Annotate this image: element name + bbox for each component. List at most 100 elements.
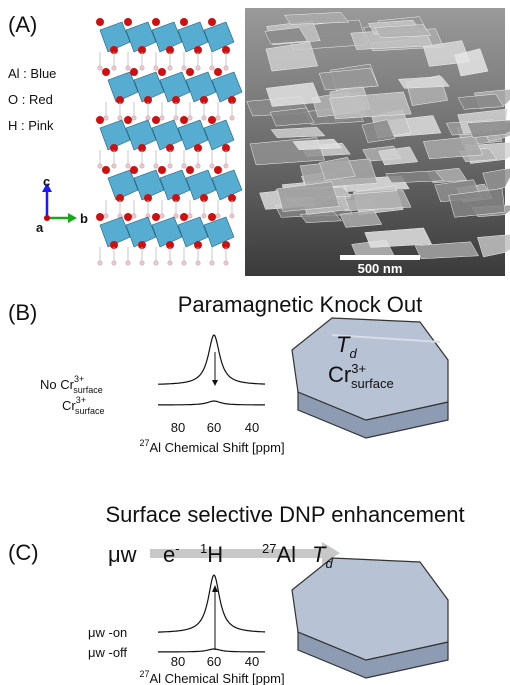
spectrum-label: No Cr3+surface xyxy=(40,374,103,395)
spectrum-label: μw -on xyxy=(88,625,127,640)
tick-label: 80 xyxy=(171,654,185,669)
sub: surface xyxy=(351,376,394,391)
axis-title: 27Al Chemical Shift [ppm] xyxy=(139,669,284,685)
panel-label: (B) xyxy=(8,300,37,325)
sup: 1 xyxy=(200,541,207,556)
atom xyxy=(196,261,200,265)
tick-label: 80 xyxy=(171,420,185,435)
atom xyxy=(208,213,216,221)
sup: - xyxy=(175,541,179,556)
transfer-label: μw xyxy=(108,542,137,567)
atom xyxy=(186,166,194,174)
atom xyxy=(214,166,222,174)
spectrum xyxy=(158,575,265,632)
atom xyxy=(154,261,158,265)
atom xyxy=(196,66,200,70)
atom xyxy=(182,66,186,70)
atom xyxy=(202,116,206,120)
transfer-label: e- xyxy=(163,541,180,567)
atom xyxy=(112,164,116,168)
atom xyxy=(124,213,132,221)
polyhedron xyxy=(178,120,208,150)
axis-label: a xyxy=(36,220,44,235)
polyhedron xyxy=(178,22,208,52)
atom xyxy=(208,116,216,124)
spectrum-label: μw -off xyxy=(88,645,127,660)
atom xyxy=(210,261,214,265)
atom xyxy=(98,164,102,168)
particle xyxy=(292,558,448,678)
legend-item: O : Red xyxy=(8,92,53,107)
atom xyxy=(210,66,214,70)
sup: 3+ xyxy=(351,361,366,376)
atom xyxy=(124,116,132,124)
atom xyxy=(180,213,188,221)
text-part: e xyxy=(163,542,175,567)
atom xyxy=(158,166,166,174)
atom xyxy=(168,66,172,70)
legend-item: H : Pink xyxy=(8,118,54,133)
atom xyxy=(96,213,104,221)
atom xyxy=(102,166,110,174)
spectrum xyxy=(158,401,265,405)
text-part: Cr xyxy=(328,362,351,387)
atom xyxy=(146,116,150,120)
atom xyxy=(168,164,172,168)
sup: 27 xyxy=(139,438,149,448)
atom xyxy=(132,116,136,120)
arrow-head xyxy=(212,380,218,386)
atom xyxy=(174,116,178,120)
atom xyxy=(230,214,234,218)
atom xyxy=(152,116,160,124)
atom xyxy=(188,116,192,120)
atom xyxy=(182,261,186,265)
atom xyxy=(160,214,164,218)
atom xyxy=(132,214,136,218)
atom xyxy=(126,164,130,168)
atom xyxy=(210,164,214,168)
atom xyxy=(118,116,122,120)
panel-title: Paramagnetic Knock Out xyxy=(178,292,423,317)
atom xyxy=(180,18,188,26)
atom xyxy=(112,261,116,265)
polyhedron xyxy=(212,170,242,200)
sup: 27 xyxy=(262,541,276,556)
spectrum xyxy=(158,649,265,652)
sup: 27 xyxy=(139,669,149,679)
atom xyxy=(104,214,108,218)
sub: surface xyxy=(73,385,103,395)
polyhedron xyxy=(204,217,234,247)
atom xyxy=(224,164,228,168)
spectrum xyxy=(158,335,265,384)
atom xyxy=(168,261,172,265)
text-part: Al Chemical Shift [ppm] xyxy=(149,671,284,685)
text-part: H xyxy=(207,542,223,567)
axis-triad: c a b xyxy=(36,174,88,235)
atom xyxy=(104,116,108,120)
atom xyxy=(98,66,102,70)
atom xyxy=(98,261,102,265)
sub: surface xyxy=(75,406,105,416)
panel-title: Surface selective DNP enhancement xyxy=(105,502,464,527)
text-part: No xyxy=(40,377,60,392)
polyhedron xyxy=(204,22,234,52)
text-part: Al Chemical Shift [ppm] xyxy=(149,440,284,455)
atom xyxy=(216,214,220,218)
text-part: Al xyxy=(276,542,296,567)
site-label: Td xyxy=(312,542,333,571)
transfer-label: 1H xyxy=(200,541,223,567)
atom xyxy=(182,164,186,168)
atom xyxy=(180,116,188,124)
transfer-label: 27Al xyxy=(262,541,296,567)
atom xyxy=(140,261,144,265)
atom xyxy=(230,116,234,120)
polyhedron xyxy=(212,72,242,102)
figure: (A) Al : Blue O : Red H : Pink c a b 500… xyxy=(0,0,510,685)
sup: 3+ xyxy=(74,374,84,384)
atom xyxy=(214,68,222,76)
atom xyxy=(186,68,194,76)
polyhedron xyxy=(204,120,234,150)
panel-label: (C) xyxy=(8,540,39,565)
axis-label: c xyxy=(43,174,50,189)
tick-label: 60 xyxy=(207,420,221,435)
